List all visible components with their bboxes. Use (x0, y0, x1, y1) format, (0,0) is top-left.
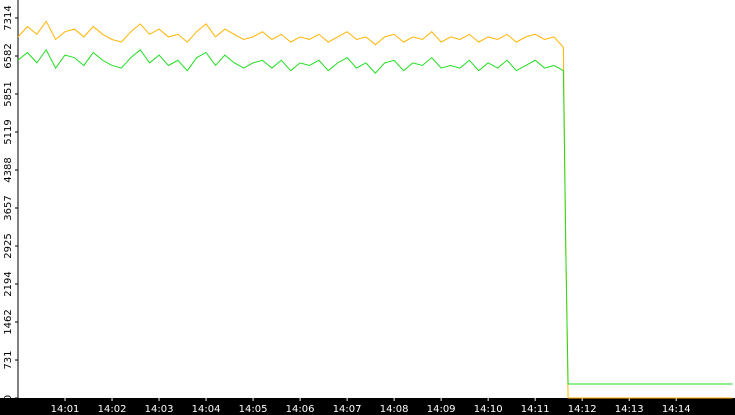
x-tick-label: 14:13 (615, 404, 644, 415)
y-tick-label: 0 (3, 395, 14, 401)
x-tick-label: 14:07 (333, 404, 362, 415)
x-tick-label: 14:11 (521, 404, 550, 415)
y-tick-label: 2194 (3, 271, 14, 296)
y-tick-label: 4388 (3, 157, 14, 182)
x-tick-label: 14:03 (145, 404, 174, 415)
y-tick-label: 5851 (3, 81, 14, 106)
y-tick-label: 7314 (3, 5, 14, 30)
x-axis-band (0, 398, 735, 415)
x-tick-label: 14:10 (474, 404, 503, 415)
series-line (17, 48, 733, 385)
y-tick-label: 5119 (3, 119, 14, 144)
x-tick-label: 14:09 (427, 404, 456, 415)
x-tick-label: 14:05 (239, 404, 268, 415)
x-tick-label: 14:08 (380, 404, 409, 415)
y-tick-label: 731 (3, 350, 14, 369)
x-tick-label: 14:01 (51, 404, 80, 415)
y-tick-label: 3657 (3, 195, 14, 220)
x-tick-label: 14:12 (568, 404, 597, 415)
x-tick-label: 14:14 (662, 404, 691, 415)
y-tick-label: 1462 (3, 309, 14, 334)
series-line (17, 20, 733, 399)
x-tick-label: 14:04 (192, 404, 221, 415)
x-tick-label: 14:06 (286, 404, 315, 415)
x-tick-label: 14:02 (98, 404, 127, 415)
y-tick-label: 6582 (3, 43, 14, 68)
y-tick-label: 2925 (3, 233, 14, 258)
